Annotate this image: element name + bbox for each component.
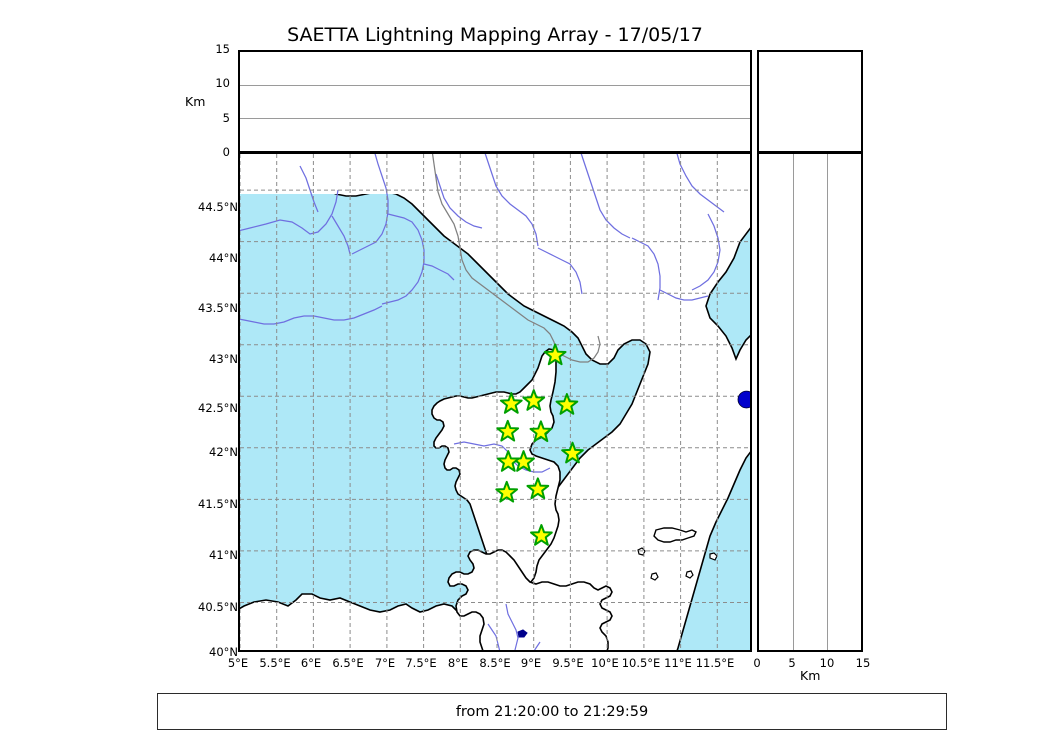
- map-xtick-7E: 7°E: [374, 656, 396, 670]
- map-ytick-40N: 40°N: [209, 645, 238, 659]
- page-title: SAETTA Lightning Mapping Array - 17/05/1…: [287, 24, 703, 46]
- map-gridlines: [240, 154, 750, 650]
- lma-station-marker: [522, 389, 546, 411]
- lma-station-marker: [529, 420, 553, 443]
- time-window-box: from 21:20:00 to 21:29:59: [157, 693, 947, 730]
- map-xtick-11_5E: 11.5°E: [695, 656, 735, 670]
- map-ytick-41N: 41°N: [209, 548, 238, 562]
- map-xtick-10_5E: 10.5°E: [621, 656, 661, 670]
- right-xtick-5: 5: [788, 656, 796, 670]
- map-ytick-43_5N: 43.5°N: [198, 301, 238, 315]
- map-xtick-5_5E: 5.5°E: [259, 656, 291, 670]
- top-ylabel-km: Km: [185, 94, 206, 109]
- right-xtick-10: 10: [819, 656, 835, 670]
- top-ytick-5: 5: [222, 111, 230, 125]
- island-pianosa: [650, 572, 659, 581]
- island-montecristo: [685, 570, 694, 579]
- lma-station-marker: [543, 343, 567, 366]
- map-ytick-44_5N: 44.5°N: [198, 200, 238, 214]
- map-ytick-44N: 44°N: [209, 251, 238, 265]
- panel-height-vs-longitude[interactable]: [238, 50, 752, 153]
- map-xtick-5E: 5°E: [227, 656, 249, 670]
- map-ytick-41_5N: 41.5°N: [198, 497, 238, 511]
- island-giglio: [709, 552, 718, 561]
- gridline-10km-v: [826, 154, 828, 650]
- map-canvas: [240, 154, 750, 650]
- top-ytick-0: 0: [222, 145, 230, 159]
- country-borders: [431, 154, 601, 363]
- map-ytick-40_5N: 40.5°N: [198, 600, 238, 614]
- map-xtick-9E: 9°E: [520, 656, 542, 670]
- lma-station-marker: [555, 393, 579, 415]
- lake-sardinia-1: [517, 629, 528, 638]
- panel-corner[interactable]: [757, 50, 863, 153]
- lightning-source-marker: [737, 390, 750, 409]
- right-xlabel-km: Km: [800, 668, 821, 683]
- lma-station-marker: [495, 480, 519, 503]
- lma-station-marker: [499, 392, 523, 414]
- lma-station-marker: [561, 441, 584, 464]
- river-sardinia-east: [533, 641, 541, 650]
- lma-station-marker: [526, 477, 550, 500]
- right-xtick-15: 15: [855, 656, 871, 670]
- right-xtick-0: 0: [753, 656, 761, 670]
- map-panel[interactable]: [238, 152, 752, 652]
- gridline-10km: [240, 84, 750, 86]
- island-elba: [653, 527, 697, 543]
- map-xtick-11E: 11°E: [664, 656, 692, 670]
- map-xtick-8E: 8°E: [447, 656, 469, 670]
- map-geography: [240, 154, 750, 650]
- panel-height-vs-latitude[interactable]: [757, 152, 863, 652]
- map-xtick-6_5E: 6.5°E: [332, 656, 364, 670]
- map-ytick-43N: 43°N: [209, 352, 238, 366]
- map-ytick-42_5N: 42.5°N: [198, 401, 238, 415]
- gridline-5km: [240, 117, 750, 119]
- lma-station-marker: [496, 450, 520, 472]
- top-ytick-15: 15: [215, 42, 230, 56]
- map-ytick-42N: 42°N: [209, 445, 238, 459]
- map-xtick-7_5E: 7.5°E: [405, 656, 437, 670]
- time-window-text: from 21:20:00 to 21:29:59: [455, 703, 649, 720]
- map-xtick-9_5E: 9.5°E: [552, 656, 584, 670]
- map-xtick-6E: 6°E: [300, 656, 322, 670]
- river-sardinia-north: [505, 603, 519, 650]
- lma-station-marker: [496, 419, 520, 442]
- river-sardinia-west: [487, 623, 501, 650]
- station-overlay: [240, 154, 750, 650]
- top-ytick-10: 10: [215, 76, 230, 90]
- landmass-northwest-fill: [240, 154, 750, 194]
- map-xtick-8_5E: 8.5°E: [479, 656, 511, 670]
- gridline-5km-v: [792, 154, 794, 650]
- lma-station-marker: [530, 524, 553, 546]
- map-xtick-10E: 10°E: [591, 656, 619, 670]
